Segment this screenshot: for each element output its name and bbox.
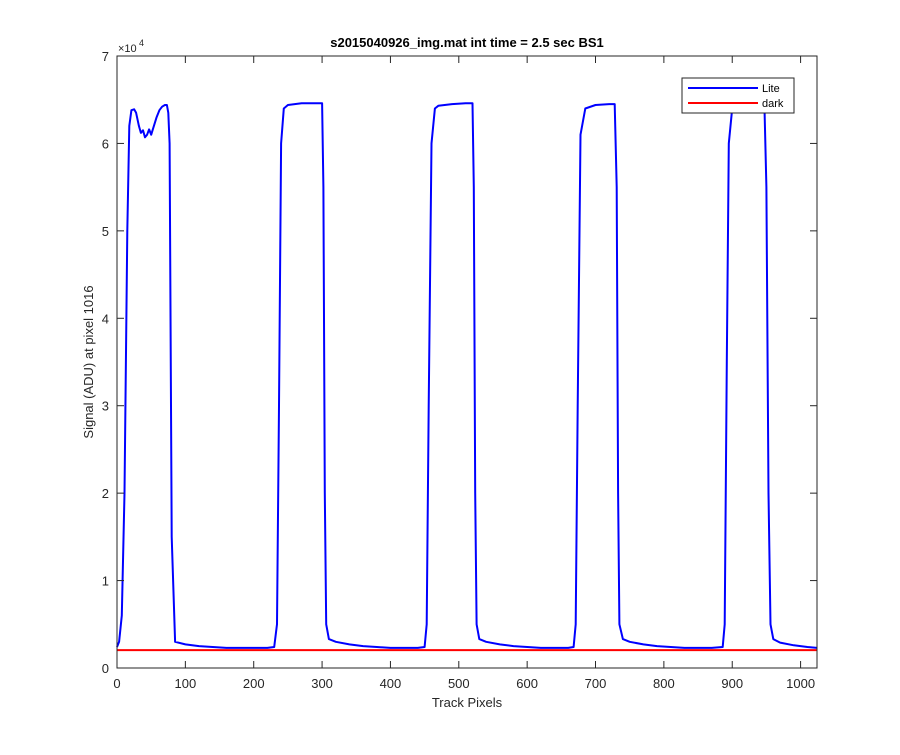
- x-tick-label: 100: [175, 676, 197, 691]
- x-tick-label: 1000: [786, 676, 815, 691]
- legend-label-lite: Lite: [762, 83, 780, 95]
- plot-area: [117, 56, 817, 668]
- legend-box: [681, 77, 795, 114]
- y-tick-label: 0: [102, 661, 109, 676]
- y-tick-label: 5: [102, 224, 109, 239]
- chart-title: s2015040926_img.mat int time = 2.5 sec B…: [330, 35, 604, 50]
- x-axis-label: Track Pixels: [432, 695, 503, 710]
- x-tick-label: 900: [721, 676, 743, 691]
- x-tick-label: 400: [380, 676, 402, 691]
- x-tick-label: 500: [448, 676, 470, 691]
- y-axis-exponent: ×10 4: [118, 38, 144, 55]
- series-layer: [116, 102, 818, 652]
- axes-box: [116, 55, 818, 669]
- y-exponent-base: ×10: [118, 43, 137, 55]
- y-exponent-power: 4: [139, 38, 144, 48]
- legend-label-dark: dark: [762, 98, 784, 110]
- y-tick-label: 2: [102, 486, 109, 501]
- x-tick-label: 600: [516, 676, 538, 691]
- x-tick-label: 700: [585, 676, 607, 691]
- y-tick-label: 1: [102, 574, 109, 589]
- series-line-lite: [116, 102, 818, 649]
- legend: Lite dark: [681, 77, 795, 114]
- y-tick-label: 7: [102, 49, 109, 64]
- y-tick-label: 6: [102, 136, 109, 151]
- x-tick-label: 300: [311, 676, 333, 691]
- x-tick-label: 800: [653, 676, 675, 691]
- y-axis-label: Signal (ADU) at pixel 1016: [81, 285, 96, 438]
- y-tick-label: 4: [102, 311, 109, 326]
- x-tick-label: 200: [243, 676, 265, 691]
- x-tick-label: 0: [113, 676, 120, 691]
- ticks-layer: 0 100 200 300 400 500 600 700 800 900 1000 0 1 2 3 4 5 6 7: [102, 49, 817, 691]
- y-tick-label: 3: [102, 399, 109, 414]
